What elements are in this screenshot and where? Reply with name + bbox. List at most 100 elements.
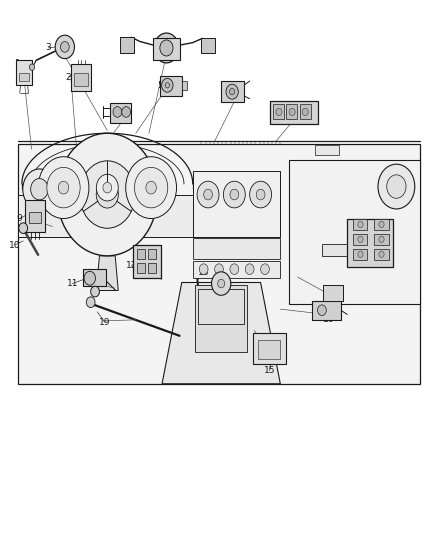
Circle shape [60,42,69,52]
Circle shape [84,271,95,285]
Text: 12: 12 [126,261,137,270]
Circle shape [318,305,326,316]
Circle shape [58,181,69,194]
Text: D: D [217,304,221,309]
Circle shape [57,133,158,256]
Bar [29,212,41,223]
Text: 8: 8 [288,108,294,116]
Text: 13: 13 [198,269,209,277]
Text: 10: 10 [9,241,20,249]
Bar [300,104,311,119]
Circle shape [29,64,35,70]
Text: 19: 19 [99,318,111,327]
Bar [19,73,29,81]
Text: 16: 16 [323,316,334,324]
Bar [315,145,339,155]
Bar [182,81,187,90]
Bar [322,244,361,256]
Circle shape [47,167,80,208]
Bar [198,289,244,324]
Bar [193,238,280,259]
Circle shape [215,264,223,274]
Circle shape [197,181,219,208]
Circle shape [165,83,170,88]
Text: 18: 18 [367,246,378,255]
Text: 9: 9 [17,214,23,223]
Bar [120,37,134,53]
Bar [16,60,32,85]
Circle shape [96,174,118,201]
Bar [323,285,343,301]
Circle shape [162,78,173,92]
Text: 3: 3 [45,44,51,52]
Circle shape [126,157,177,219]
Circle shape [289,108,295,116]
Text: 11: 11 [67,279,78,288]
Bar [289,160,420,304]
Bar [273,104,284,119]
Circle shape [122,107,131,117]
Bar [18,195,193,237]
Circle shape [134,167,168,208]
Circle shape [230,189,239,200]
Circle shape [226,84,238,99]
Circle shape [230,264,239,274]
Bar [71,64,91,91]
Text: R: R [205,304,208,309]
Text: P: P [199,304,202,309]
Circle shape [358,236,363,243]
Text: 15: 15 [264,366,275,375]
Text: 6: 6 [229,86,235,95]
Bar [312,301,341,320]
Bar [374,249,389,260]
Circle shape [276,108,282,116]
Bar [353,219,367,230]
Bar [193,171,280,237]
Circle shape [261,264,269,274]
Text: 5: 5 [157,81,163,90]
Text: 14: 14 [266,348,277,356]
Circle shape [154,33,179,63]
Bar [160,76,182,96]
Circle shape [91,286,99,297]
Circle shape [250,181,272,208]
Circle shape [19,223,28,233]
Circle shape [218,279,225,288]
Circle shape [230,88,235,95]
Circle shape [387,175,406,198]
Circle shape [245,264,254,274]
Polygon shape [162,282,280,384]
Circle shape [256,189,265,200]
Text: 7: 7 [124,108,130,116]
Circle shape [38,157,89,219]
Bar [133,245,161,278]
Polygon shape [18,144,420,384]
Bar [110,103,131,123]
Circle shape [80,161,135,228]
Bar [137,249,145,259]
Circle shape [212,272,231,295]
Bar [193,261,280,278]
Circle shape [31,179,48,200]
Polygon shape [96,256,118,290]
Circle shape [358,221,363,228]
Circle shape [86,297,95,308]
Bar [221,81,244,102]
Bar [83,269,106,286]
Bar [374,234,389,245]
Circle shape [103,182,112,193]
Bar [201,38,215,53]
Circle shape [378,164,415,209]
Circle shape [358,251,363,257]
Bar [286,104,297,119]
Bar [137,263,145,273]
Bar [148,249,156,259]
Bar [258,340,280,359]
Bar [270,101,318,124]
Circle shape [379,236,384,243]
Circle shape [302,108,308,116]
Bar [153,38,180,60]
Text: 4: 4 [164,39,169,48]
Circle shape [204,189,212,200]
Text: 1: 1 [14,60,21,68]
